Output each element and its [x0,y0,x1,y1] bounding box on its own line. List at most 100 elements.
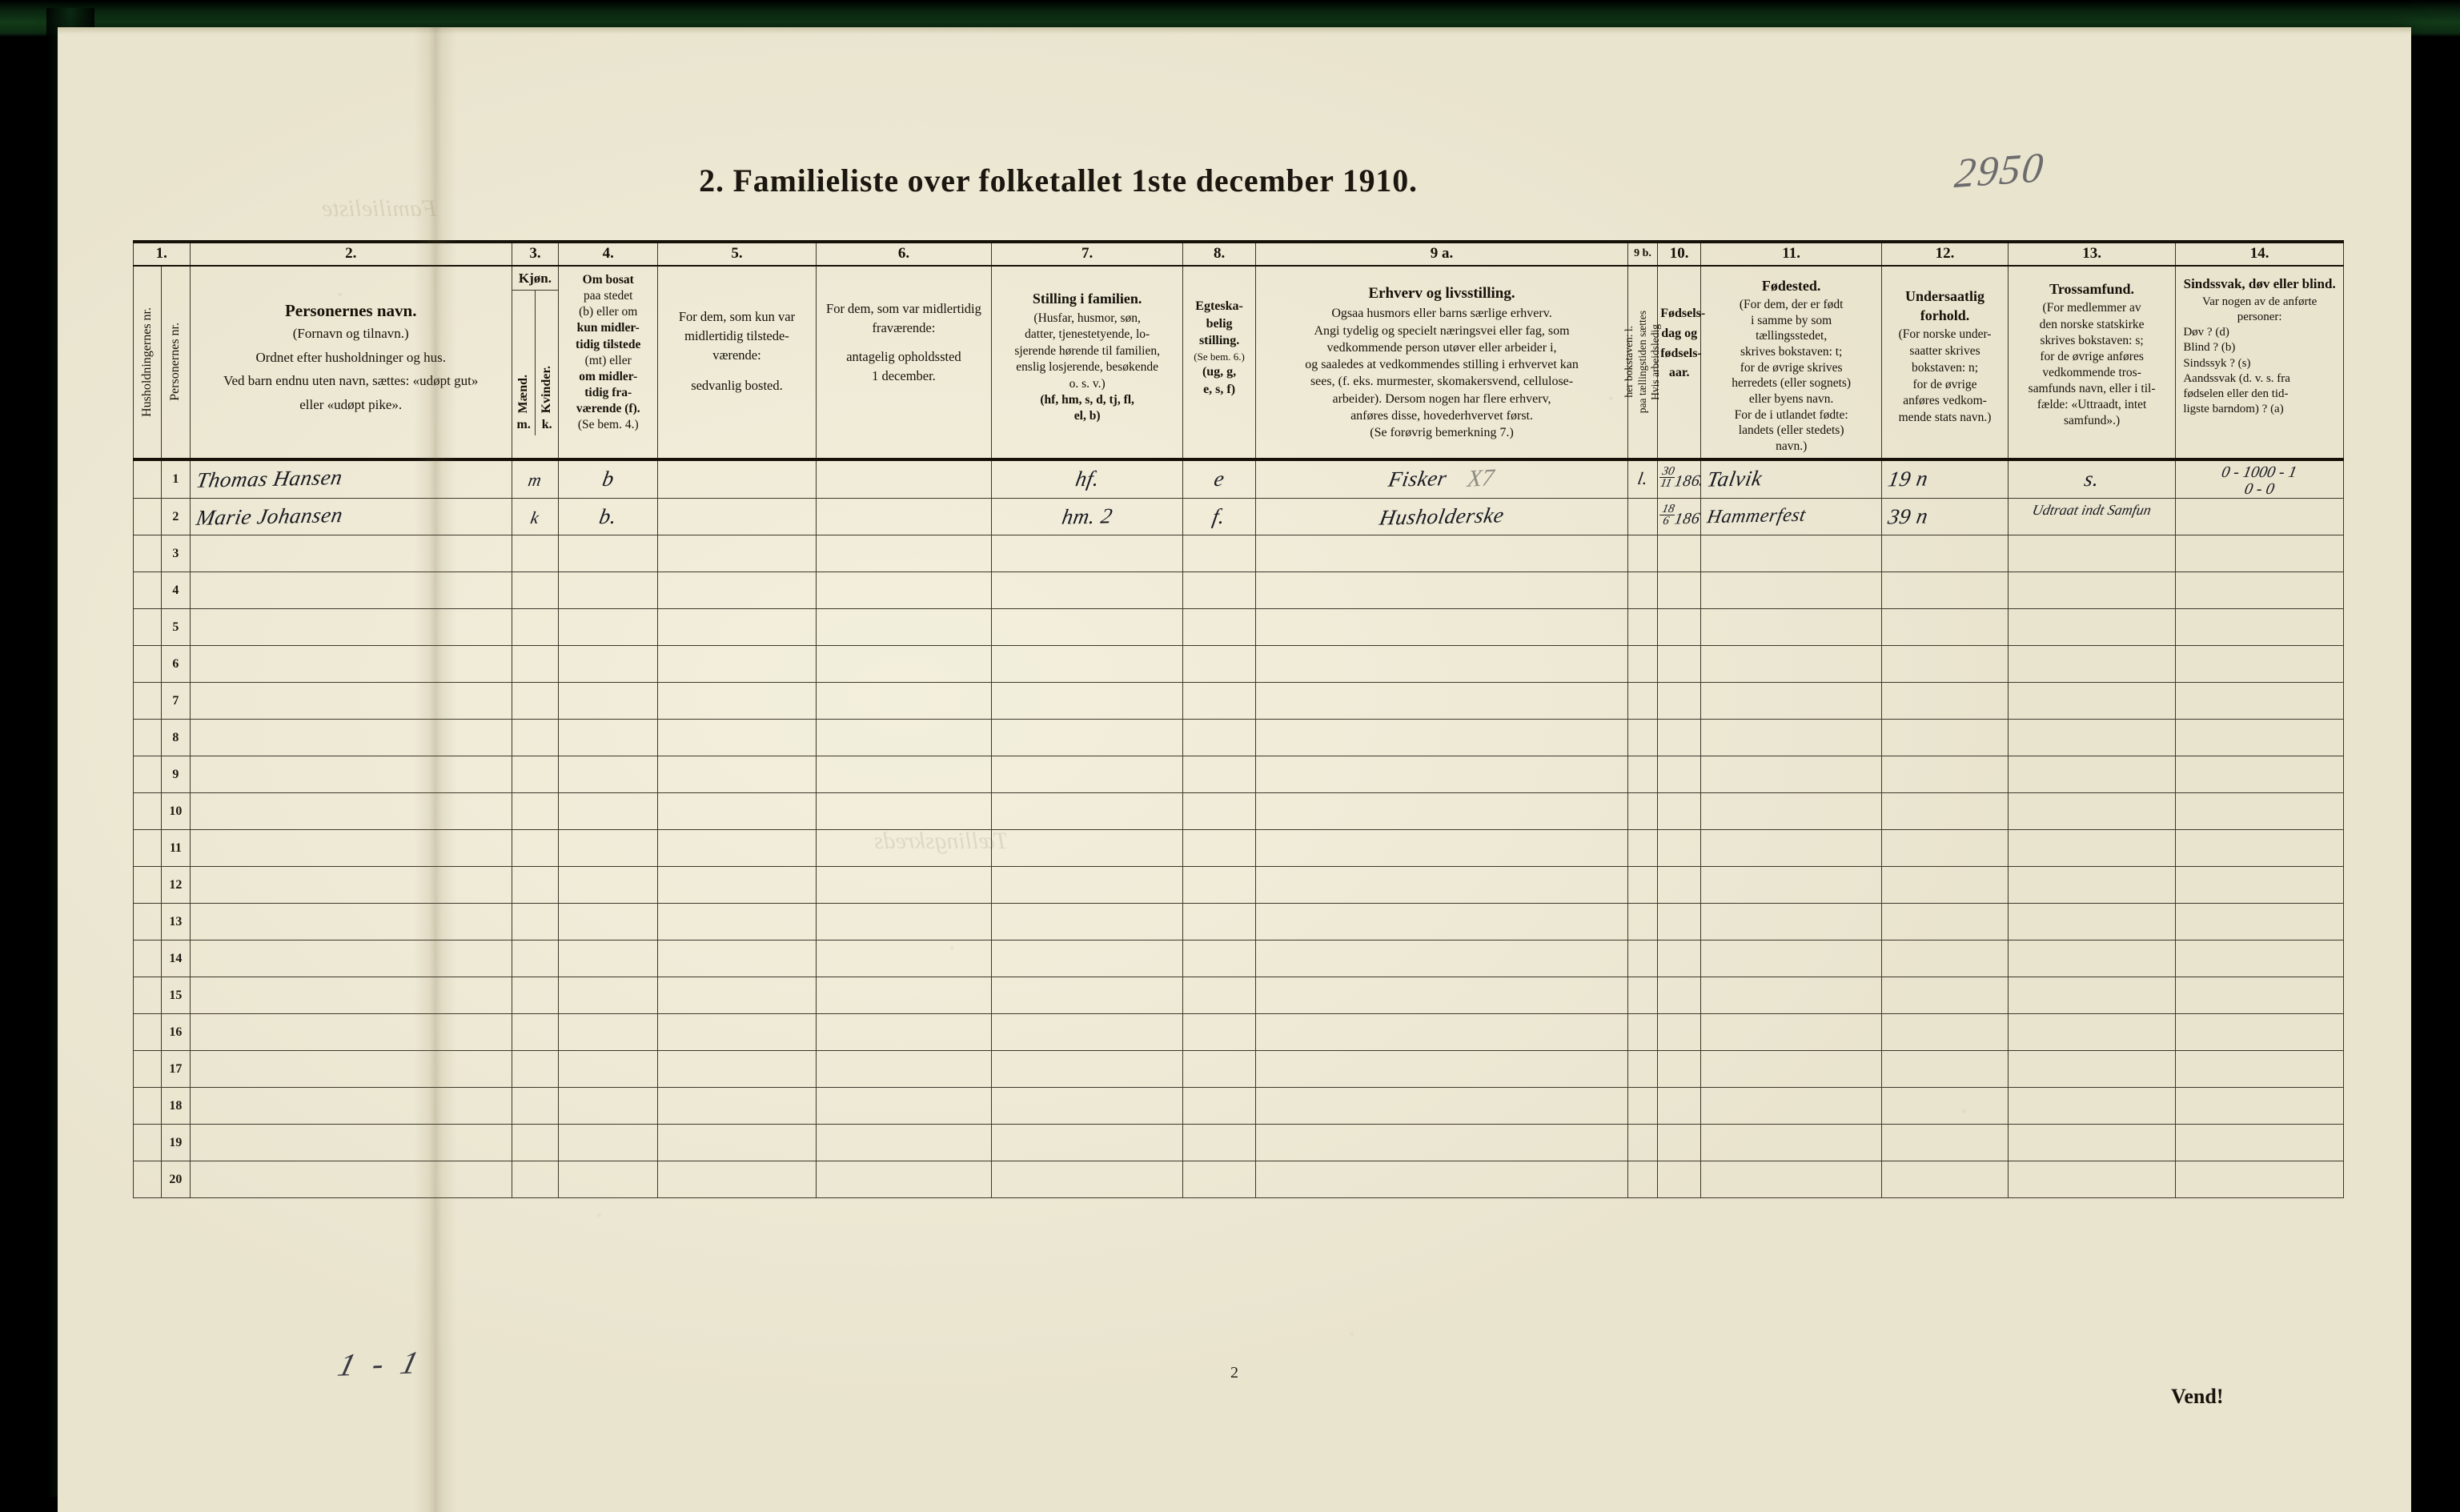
cell-household-nr[interactable] [132,459,163,499]
cell-person-nr[interactable]: 4 [161,571,191,609]
cell-birthdate[interactable] [1657,644,1702,683]
cell-citizenship[interactable] [1881,571,2009,609]
cell-religion[interactable] [2007,644,2177,683]
cell-religion[interactable] [2007,976,2177,1014]
cell-disability[interactable] [2175,497,2344,535]
cell-occupation[interactable] [1255,755,1628,793]
cell-residence[interactable] [557,902,659,940]
cell-birthplace[interactable] [1700,865,1883,904]
cell-citizenship[interactable] [1881,1086,2009,1125]
cell-name[interactable] [189,1160,512,1198]
cell-temp-absent[interactable] [815,459,993,499]
cell-residence[interactable] [557,1123,659,1161]
cell-household-nr[interactable] [132,534,163,572]
cell-temp-present[interactable] [657,1160,817,1198]
cell-sex[interactable] [511,1049,560,1088]
cell-person-nr[interactable]: 7 [161,681,191,720]
cell-citizenship[interactable]: 39 n [1881,497,2009,535]
cell-disability[interactable] [2175,902,2344,940]
table-row[interactable]: 1 Thomas Hansen m b hf. e Fisker X7 l. 30 [132,459,2344,499]
cell-occupation[interactable]: Husholderske [1255,497,1628,535]
cell-marital-status[interactable] [1182,644,1257,683]
cell-family-position[interactable] [991,976,1183,1014]
cell-birthdate[interactable]: 18 6 1866 [1657,497,1702,535]
cell-household-nr[interactable] [132,792,163,830]
cell-household-nr[interactable] [132,497,163,535]
cell-marital-status[interactable] [1182,828,1257,867]
cell-sex[interactable] [511,792,560,830]
cell-birthplace[interactable] [1700,976,1883,1014]
cell-family-position[interactable] [991,792,1183,830]
cell-marital-status[interactable] [1182,902,1257,940]
cell-name[interactable] [189,865,512,904]
cell-unemployed[interactable]: l. [1627,459,1659,499]
cell-residence[interactable] [557,939,659,977]
cell-name[interactable] [189,1013,512,1051]
cell-birthplace[interactable] [1700,718,1883,756]
cell-name[interactable] [189,792,512,830]
cell-citizenship[interactable] [1881,976,2009,1014]
cell-birthplace[interactable] [1700,681,1883,720]
cell-birthplace[interactable]: Hammerfest [1700,497,1883,535]
cell-sex[interactable] [511,534,560,572]
cell-disability[interactable] [2175,571,2344,609]
cell-occupation[interactable] [1255,534,1628,572]
cell-disability[interactable] [2175,755,2344,793]
cell-unemployed[interactable] [1627,1013,1659,1051]
cell-birthdate[interactable] [1657,976,1702,1014]
cell-marital-status[interactable] [1182,1049,1257,1088]
cell-occupation[interactable] [1255,571,1628,609]
cell-marital-status[interactable] [1182,976,1257,1014]
cell-citizenship[interactable] [1881,792,2009,830]
cell-religion[interactable] [2007,571,2177,609]
cell-family-position[interactable] [991,718,1183,756]
cell-marital-status[interactable] [1182,681,1257,720]
cell-temp-absent[interactable] [815,792,993,830]
cell-religion[interactable] [2007,828,2177,867]
cell-residence[interactable] [557,1013,659,1051]
cell-name[interactable] [189,571,512,609]
cell-birthplace[interactable] [1700,828,1883,867]
cell-disability[interactable] [2175,1049,2344,1088]
cell-temp-absent[interactable] [815,1123,993,1161]
cell-occupation[interactable] [1255,976,1628,1014]
cell-disability[interactable] [2175,681,2344,720]
cell-disability[interactable] [2175,865,2344,904]
cell-birthdate[interactable] [1657,1160,1702,1198]
cell-person-nr[interactable]: 5 [161,608,191,646]
cell-religion[interactable] [2007,681,2177,720]
cell-temp-absent[interactable] [815,608,993,646]
cell-marital-status[interactable]: f. [1182,497,1257,535]
table-row[interactable]: 16 [132,1013,2344,1051]
cell-name[interactable] [189,939,512,977]
cell-sex[interactable] [511,939,560,977]
cell-religion[interactable] [2007,718,2177,756]
cell-person-nr[interactable]: 19 [161,1123,191,1161]
cell-unemployed[interactable] [1627,571,1659,609]
cell-marital-status[interactable] [1182,718,1257,756]
cell-sex[interactable] [511,681,560,720]
cell-temp-present[interactable] [657,1123,817,1161]
cell-sex[interactable] [511,608,560,646]
cell-occupation[interactable] [1255,828,1628,867]
cell-temp-present[interactable] [657,828,817,867]
cell-household-nr[interactable] [132,644,163,683]
cell-citizenship[interactable] [1881,902,2009,940]
cell-residence[interactable] [557,644,659,683]
cell-name[interactable] [189,1049,512,1088]
cell-occupation[interactable] [1255,718,1628,756]
cell-residence[interactable] [557,1160,659,1198]
cell-religion[interactable] [2007,1086,2177,1125]
cell-unemployed[interactable] [1627,534,1659,572]
cell-citizenship[interactable] [1881,644,2009,683]
cell-disability[interactable] [2175,828,2344,867]
cell-marital-status[interactable] [1182,865,1257,904]
cell-residence[interactable] [557,865,659,904]
cell-occupation[interactable] [1255,644,1628,683]
cell-occupation[interactable] [1255,1160,1628,1198]
cell-birthplace[interactable] [1700,792,1883,830]
cell-birthdate[interactable] [1657,1013,1702,1051]
cell-person-nr[interactable]: 10 [161,792,191,830]
cell-household-nr[interactable] [132,1049,163,1088]
cell-marital-status[interactable] [1182,1160,1257,1198]
